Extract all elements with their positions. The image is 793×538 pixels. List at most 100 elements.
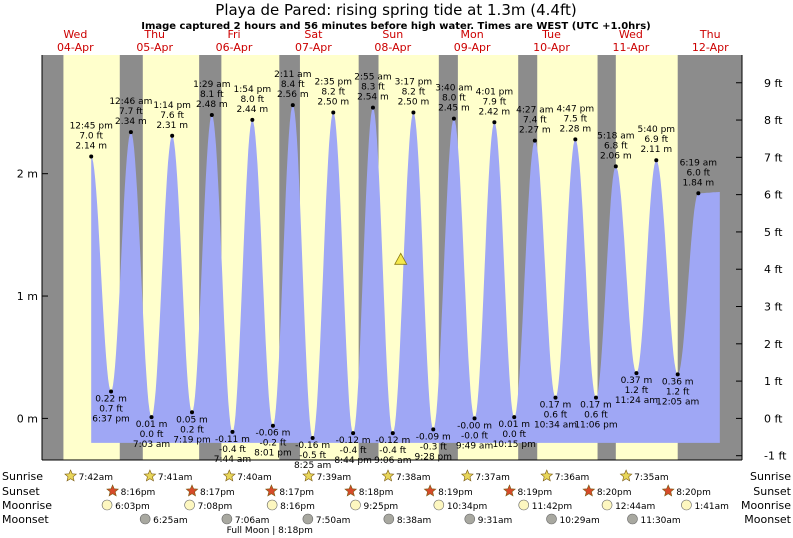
moonrise-icon	[433, 499, 445, 511]
high-tide-label: 2.54 m	[357, 93, 389, 103]
low-tide-label: 0.2 ft	[180, 425, 204, 435]
low-tide-label: 0.6 ft	[584, 411, 608, 421]
sunset-time: 8:20pm	[597, 488, 632, 498]
sunset-row-label-right: Sunset	[753, 485, 791, 498]
moonset-time: 9:31am	[478, 516, 513, 526]
high-tide-point	[331, 110, 336, 115]
sunrise-star-icon	[460, 469, 474, 482]
moonset-row-label-left: Moonset	[2, 513, 49, 526]
high-tide-label: 7.0 ft	[79, 132, 103, 142]
high-tide-point	[451, 116, 456, 121]
high-tide-label: 1:29 am	[193, 80, 230, 90]
low-tide-label: 0.17 m	[540, 401, 572, 411]
sunset-time: 8:19pm	[517, 488, 552, 498]
low-tide-label: -0.4 ft	[219, 445, 246, 455]
day-labels: Wed04-AprThu05-AprFri06-AprSat07-AprSun0…	[57, 28, 729, 54]
low-tide-label: -0.0 ft	[461, 431, 488, 441]
high-tide-point	[128, 130, 133, 135]
low-tide-label: 10:15 pm	[493, 440, 536, 450]
high-tide-label: 7.6 ft	[160, 111, 184, 121]
high-tide-label: 7.5 ft	[563, 114, 587, 124]
sunset-star-icon	[264, 484, 278, 497]
sunset-time: 8:17pm	[200, 488, 235, 498]
high-tide-label: 8.4 ft	[281, 80, 305, 90]
tide-extremes: 12:45 pm7.0 ft2.14 m 0.22 m0.7 ft6:37 pm 1…	[70, 70, 717, 471]
low-tide-label: -0.09 m	[416, 432, 451, 442]
low-tide-point	[310, 435, 315, 440]
high-tide-point	[532, 138, 537, 143]
moonrise-icon	[101, 499, 113, 511]
low-tide-point	[149, 415, 154, 420]
moonrise-icon	[601, 499, 613, 511]
moonrise-icon	[184, 499, 195, 511]
sunrise-star-icon	[143, 469, 157, 482]
sun-moon-rows: Sunrise Sunrise 7:42am 7:41am 7:40am 7:39am 7:…	[2, 469, 792, 536]
day-date-label: 12-Apr	[692, 41, 729, 54]
sunrise-time: 7:37am	[475, 473, 510, 483]
sunset-time: 8:17pm	[279, 488, 314, 498]
day-date-label: 09-Apr	[454, 41, 491, 54]
high-tide-label: 2.56 m	[277, 90, 309, 100]
low-tide-label: 9:28 pm	[414, 452, 452, 462]
low-tide-point	[431, 427, 436, 432]
sunset-time: 8:20pm	[676, 488, 711, 498]
high-tide-label: 6.8 ft	[604, 141, 628, 151]
moonrise-time: 12:44am	[615, 502, 655, 512]
sunrise-star-icon	[619, 469, 633, 482]
high-tide-point	[411, 110, 416, 115]
low-tide-point	[675, 372, 680, 377]
high-tide-point	[209, 112, 214, 117]
right-tick-label: 8 ft	[764, 114, 783, 127]
sunset-star-icon	[106, 484, 120, 497]
sunset-star-icon	[423, 484, 437, 497]
moonrise-time: 1:41am	[694, 502, 729, 512]
high-tide-label: 4:27 am	[516, 106, 553, 116]
low-tide-label: -0.00 m	[457, 421, 492, 431]
sunrise-time: 7:38am	[396, 473, 431, 483]
high-tide-label: 7.9 ft	[483, 97, 507, 107]
right-tick-label: 5 ft	[764, 226, 783, 239]
low-tide-label: 1.2 ft	[625, 386, 649, 396]
sunrise-row-label-left: Sunrise	[2, 470, 43, 483]
moonrise-icon	[681, 499, 692, 511]
low-tide-label: -0.06 m	[255, 429, 290, 439]
moonset-icon	[302, 513, 314, 525]
tide-area	[91, 105, 720, 443]
low-tide-point	[230, 429, 235, 434]
low-tide-point	[109, 389, 114, 394]
high-tide-label: 4:47 pm	[557, 104, 595, 114]
sunset-star-icon	[661, 484, 675, 497]
low-tide-label: 8:25 am	[294, 461, 331, 471]
low-tide-label: 0.37 m	[621, 376, 653, 386]
high-tide-label: 6:19 am	[680, 158, 717, 168]
day-name-label: Wed	[619, 28, 643, 41]
sunrise-star-icon	[381, 469, 395, 482]
high-tide-label: 2.11 m	[640, 145, 672, 155]
sunrise-time: 7:35am	[634, 473, 669, 483]
sunrise-time: 7:39am	[317, 473, 352, 483]
high-tide-label: 1.84 m	[683, 178, 715, 188]
left-tick-label: 2 m	[17, 168, 38, 181]
right-tick-label: 1 ft	[764, 375, 783, 388]
low-tide-point	[634, 371, 639, 376]
left-tick-label: 1 m	[17, 290, 38, 303]
sunrise-star-icon	[302, 469, 316, 482]
day-date-label: 10-Apr	[533, 41, 570, 54]
low-tide-label: 10:34 am	[534, 421, 577, 431]
high-tide-point	[613, 164, 618, 169]
day-name-label: Mon	[461, 28, 484, 41]
high-tide-label: 2.31 m	[156, 121, 188, 131]
chart-title: Playa de Pared: rising spring tide at 1.…	[215, 1, 576, 19]
low-tide-label: -0.12 m	[375, 436, 410, 446]
low-tide-point	[512, 415, 517, 420]
high-tide-point	[89, 154, 94, 159]
high-tide-label: 2.27 m	[519, 126, 551, 136]
day-date-label: 08-Apr	[374, 41, 411, 54]
left-tick-label: 0 m	[17, 412, 38, 425]
sunrise-time: 7:42am	[79, 473, 114, 483]
high-tide-point	[250, 117, 255, 122]
moonset-icon	[627, 513, 638, 525]
low-tide-label: 6:37 pm	[92, 414, 130, 424]
right-tick-label: 0 ft	[764, 412, 783, 425]
sunset-time: 8:16pm	[121, 488, 156, 498]
